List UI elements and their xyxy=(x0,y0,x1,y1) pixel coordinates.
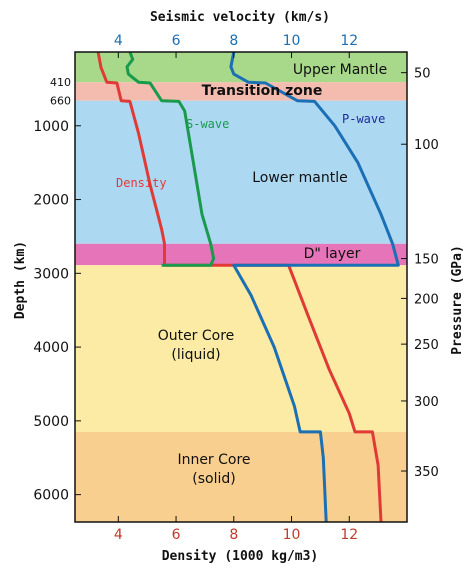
inner-core-sub-label: (solid) xyxy=(192,471,235,487)
y-axis-label: Depth (km) xyxy=(13,241,28,319)
y2-axis-label: Pressure (GPa) xyxy=(450,245,465,355)
y-right-tick-label: 100 xyxy=(414,138,439,153)
density-series-label: Density xyxy=(116,176,167,190)
inner-core-label: Inner Core xyxy=(177,452,250,468)
x-top-tick-label: 6 xyxy=(172,33,181,49)
plot-frame xyxy=(74,51,408,523)
y-right-tick-label: 200 xyxy=(414,292,439,307)
y-right-tick-label: 300 xyxy=(414,395,439,410)
y-right-tick-label: 50 xyxy=(414,67,431,82)
y-boundary-depth-label: 660 xyxy=(50,95,71,108)
y-right-tick-label: 350 xyxy=(414,465,439,480)
lower-mantle-label: Lower mantle xyxy=(252,170,347,186)
x-axis-label: Density (1000 kg/m3) xyxy=(162,549,319,564)
x-bottom-tick-label: 10 xyxy=(283,527,301,543)
y-left-tick-label: 2000 xyxy=(33,193,69,209)
layer-band-3 xyxy=(75,243,407,266)
layer-band-4 xyxy=(75,265,407,432)
outer-core-label: Outer Core xyxy=(158,328,235,344)
outer-core-sub-label: (liquid) xyxy=(171,347,220,363)
y-left-tick-label: 5000 xyxy=(33,414,69,430)
x-bottom-tick-label: 8 xyxy=(229,527,238,543)
chart-title: Seismic velocity (km/s) xyxy=(150,10,330,25)
x-bottom-tick-label: 6 xyxy=(172,527,181,543)
layer-band-2 xyxy=(75,100,407,244)
x-bottom-tick-label: 12 xyxy=(340,527,358,543)
series-line-1 xyxy=(125,51,216,267)
y-left-tick-label: 6000 xyxy=(33,488,69,504)
x-bottom-tick-label: 4 xyxy=(114,527,123,543)
x-top-tick-label: 10 xyxy=(283,33,301,49)
y-left-tick-label: 3000 xyxy=(33,266,69,282)
y-left-tick-label: 4000 xyxy=(33,340,69,356)
p-wave-series-label: P-wave xyxy=(342,112,385,126)
layer-band-5 xyxy=(75,431,407,522)
x-top-tick-label: 4 xyxy=(114,33,123,49)
y-right-tick-label: 150 xyxy=(414,253,439,268)
series-line-0 xyxy=(96,51,383,523)
y-boundary-depth-label: 410 xyxy=(50,76,71,89)
upper-mantle-label: Upper Mantle xyxy=(293,62,387,78)
series-line-2 xyxy=(229,51,400,523)
y-left-tick-label: 1000 xyxy=(33,119,69,135)
y-right-tick-label: 250 xyxy=(414,338,439,353)
s-wave-series-label: S-wave xyxy=(186,117,229,131)
transition-zone-label: Transition zone xyxy=(202,83,323,99)
x-top-tick-label: 8 xyxy=(229,33,238,49)
x-top-tick-label: 12 xyxy=(340,33,358,49)
d-double-prime-layer-label: D" layer xyxy=(304,246,361,262)
